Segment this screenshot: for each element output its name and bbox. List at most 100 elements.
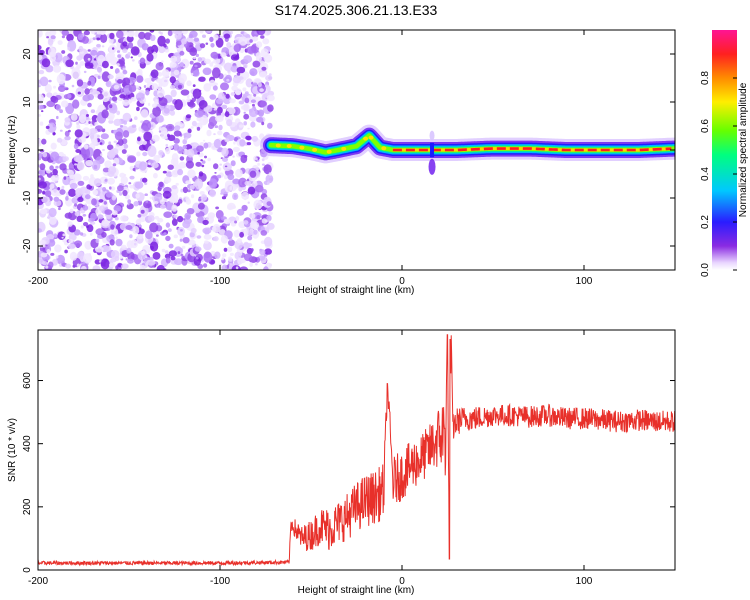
heatmap-noise-cell: [218, 124, 223, 131]
snr-x-tick-label: -100: [210, 576, 230, 587]
snr-y-tick-label: 200: [22, 498, 33, 515]
heatmap-noise-cell: [127, 42, 134, 49]
heatmap-noise-cell: [156, 115, 164, 123]
heatmap-noise-cell: [77, 33, 84, 41]
heatmap-noise-cell: [223, 62, 233, 72]
heatmap-noise-cell: [252, 103, 255, 107]
heatmap-noise-cell: [244, 180, 252, 186]
heatmap-noise-cell: [116, 110, 121, 116]
heatmap-noise-cell: [46, 169, 51, 174]
heatmap-noise-cell: [256, 41, 263, 48]
heatmap-noise-cell: [98, 186, 103, 192]
heatmap-y-axis-label: Frequency (Hz): [7, 116, 18, 185]
snr-series-line: [38, 334, 675, 567]
heatmap-noise-cell: [204, 30, 213, 34]
heatmap-noise-cell: [64, 117, 71, 123]
heatmap-noise-cell: [75, 188, 83, 197]
heatmap-ridge-spot: [368, 135, 374, 140]
heatmap-noise-cell: [202, 219, 209, 226]
heatmap-noise-cell: [237, 257, 243, 265]
heatmap-noise-cell: [238, 100, 245, 105]
heatmap-noise-cell: [264, 248, 272, 255]
heatmap-noise-cell: [179, 50, 185, 56]
heatmap-noise-cell: [153, 200, 159, 205]
heatmap-noise-cell: [182, 186, 188, 194]
heatmap-noise-cell: [165, 235, 171, 242]
heatmap-noise-cell: [72, 173, 82, 182]
heatmap-noise-cell: [38, 164, 41, 168]
heatmap-noise-cell: [190, 227, 197, 234]
heatmap-noise-cell: [198, 198, 202, 202]
heatmap-noise-cell: [61, 236, 64, 239]
heatmap-noise-cell: [178, 161, 187, 169]
heatmap-noise-cell: [50, 151, 60, 162]
heatmap-noise-cell: [169, 110, 176, 116]
heatmap-ridge-spot: [312, 147, 318, 152]
heatmap-noise-cell: [165, 257, 171, 264]
heatmap-noise-cell: [114, 131, 123, 141]
heatmap-noise-cell: [157, 218, 164, 223]
heatmap-noise-cell: [226, 246, 233, 253]
heatmap-noise-cell: [50, 142, 57, 150]
heatmap-noise-cell: [110, 224, 115, 230]
heatmap-noise-cell: [197, 57, 203, 62]
heatmap-noise-cell: [111, 195, 116, 201]
heatmap-noise-cell: [100, 153, 103, 157]
heatmap-noise-cell: [229, 262, 233, 266]
heatmap-noise-cell: [104, 160, 112, 168]
heatmap-noise-cell: [82, 214, 87, 217]
heatmap-noise-cell: [168, 243, 174, 249]
heatmap-noise-cell: [170, 55, 178, 63]
heatmap-noise-cell: [163, 107, 170, 114]
heatmap-noise-cell: [177, 168, 184, 176]
heatmap-noise-cell: [76, 124, 81, 129]
heatmap-noise-cell: [77, 251, 85, 260]
heatmap-noise-cell: [254, 170, 261, 178]
heatmap-noise-cell: [65, 263, 72, 269]
heatmap-noise-cell: [52, 96, 59, 104]
heatmap-noise-cell: [205, 42, 209, 45]
heatmap-noise-cell: [169, 61, 177, 68]
heatmap-noise-cell: [193, 56, 196, 60]
heatmap-noise-cell: [169, 76, 176, 84]
heatmap-noise-cell: [75, 61, 78, 65]
heatmap-noise-cell: [126, 247, 132, 254]
heatmap-noise-cell: [260, 230, 268, 236]
heatmap-noise-cell: [95, 62, 98, 66]
heatmap-noise-cell: [132, 226, 140, 235]
heatmap-noise-cell: [192, 70, 200, 77]
heatmap-noise-cell: [223, 218, 231, 224]
heatmap-noise-cell: [261, 121, 265, 126]
heatmap-noise-cell: [89, 88, 98, 95]
heatmap-noise-cell: [245, 135, 252, 141]
heatmap-noise-cell: [145, 200, 149, 203]
heatmap-noise-cell: [127, 52, 131, 56]
heatmap-signal-ridge: [260, 124, 675, 175]
heatmap-noise-cell: [266, 222, 275, 230]
heatmap-noise-cell: [91, 160, 101, 171]
heatmap-noise-cell: [65, 59, 74, 68]
heatmap-noise-cell: [177, 215, 184, 223]
heatmap-noise-cell: [107, 74, 114, 80]
heatmap-noise-cell: [103, 201, 108, 205]
heatmap-noise-cell: [49, 216, 57, 225]
heatmap-noise-cell: [203, 263, 208, 268]
heatmap-noise-cell: [206, 129, 212, 137]
heatmap-noise-cell: [67, 243, 76, 250]
heatmap-noise-cell: [38, 177, 41, 181]
heatmap-noise-cell: [152, 106, 162, 117]
heatmap-noise-cell: [222, 253, 227, 258]
heatmap-noise-cell: [266, 201, 272, 207]
heatmap-noise-cell: [127, 199, 132, 204]
heatmap-noise-cell: [57, 40, 63, 45]
heatmap-noise-cell: [164, 79, 168, 83]
heatmap-noise-cell: [143, 200, 152, 209]
heatmap-noise-cell: [134, 242, 137, 246]
heatmap-noise-cell: [60, 100, 69, 108]
snr-y-tick-label: 600: [22, 372, 33, 389]
heatmap-noise-cell: [196, 145, 204, 152]
heatmap-noise-cell: [173, 214, 178, 218]
heatmap-noise-cell: [196, 126, 201, 131]
heatmap-noise-cell: [156, 234, 159, 237]
heatmap-noise-cell: [67, 93, 72, 99]
